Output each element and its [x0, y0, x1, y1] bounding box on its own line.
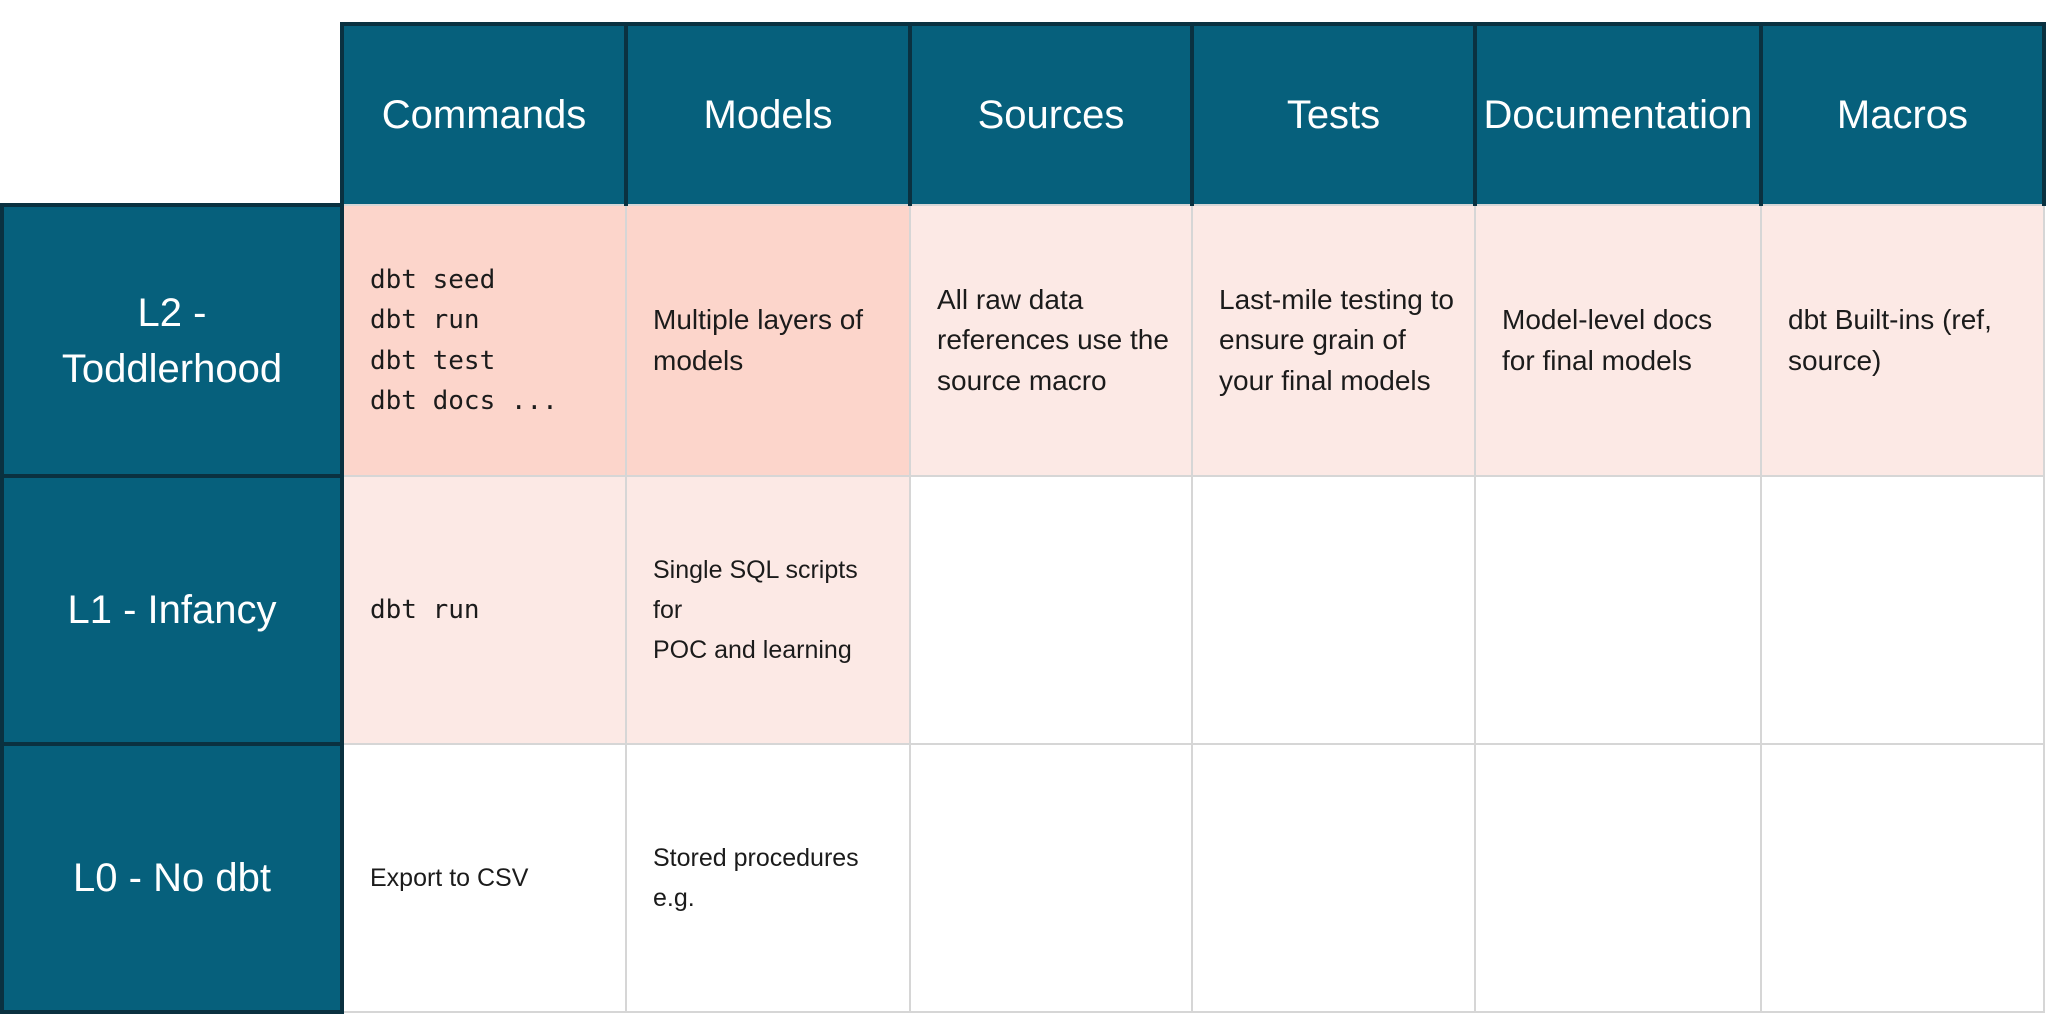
cell-l1-models: Single SQL scripts for POC and learning [625, 475, 911, 745]
cell-l2-sources: All raw data references use the source m… [909, 204, 1193, 477]
row-header-l1: L1 - Infancy [0, 474, 344, 746]
cell-l0-macros [1760, 743, 2045, 1013]
cell-l1-tests [1191, 475, 1476, 745]
cell-l2-tests: Last-mile testing to ensure grain of you… [1191, 204, 1476, 477]
cell-l0-models: Stored procedures e.g. [625, 743, 911, 1013]
dbt-maturity-table: Commands Models Sources Tests Documentat… [0, 22, 2046, 1014]
table-row-l2-toddlerhood: L2 - Toddlerhood dbt seed dbt run dbt te… [0, 203, 2045, 478]
column-header-documentation: Documentation [1473, 22, 1763, 205]
column-header-commands: Commands [340, 22, 628, 205]
column-header-models: Models [624, 22, 912, 205]
cell-l1-sources [909, 475, 1193, 745]
table-header-row: Commands Models Sources Tests Documentat… [2, 22, 2046, 205]
cell-l0-sources [909, 743, 1193, 1013]
column-header-tests: Tests [1190, 22, 1477, 205]
cell-l1-documentation [1474, 475, 1762, 745]
cell-l1-macros [1760, 475, 2045, 745]
corner-cell [2, 24, 342, 205]
column-header-macros: Macros [1759, 22, 2046, 205]
cell-l2-commands: dbt seed dbt run dbt test dbt docs ... [341, 204, 627, 477]
cell-l0-commands: Export to CSV [341, 743, 627, 1013]
cell-l2-macros: dbt Built-ins (ref, source) [1760, 204, 2045, 477]
cell-l2-documentation: Model-level docs for final models [1474, 204, 1762, 477]
table-row-l1-infancy: L1 - Infancy dbt run Single SQL scripts … [0, 474, 2045, 746]
row-header-l2: L2 - Toddlerhood [0, 203, 344, 478]
table-row-l0-no-dbt: L0 - No dbt Export to CSV Stored procedu… [0, 742, 2045, 1014]
row-header-l0: L0 - No dbt [0, 742, 344, 1014]
cell-l1-commands: dbt run [341, 475, 627, 745]
column-header-sources: Sources [908, 22, 1194, 205]
cell-l2-models: Multiple layers of models [625, 204, 911, 477]
cell-l0-documentation [1474, 743, 1762, 1013]
cell-l0-tests [1191, 743, 1476, 1013]
